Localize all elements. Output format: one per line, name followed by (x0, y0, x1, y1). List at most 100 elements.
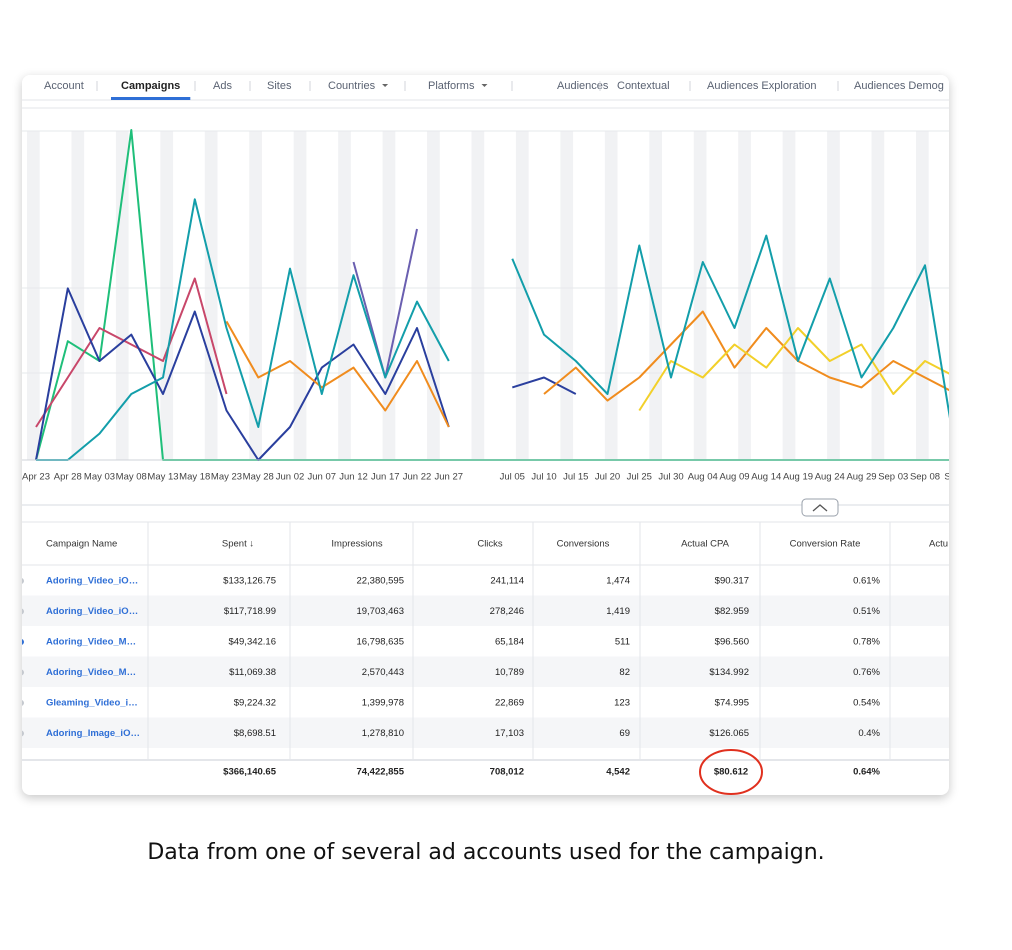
weekend-band (782, 131, 796, 460)
table-cell: 10,789 (495, 667, 524, 678)
table-cell: 1,399,978 (362, 698, 404, 709)
x-tick-label: Jun 22 (403, 472, 432, 483)
row-indicator (22, 730, 24, 737)
table-cell: 69 (619, 728, 630, 739)
tab[interactable]: Audiences (557, 80, 609, 92)
x-tick-label: Jul 15 (563, 472, 588, 483)
column-header: Conversion Rate (790, 539, 861, 550)
active-tab-underline (111, 97, 191, 100)
tab[interactable]: Account (44, 80, 84, 92)
campaign-name-link[interactable]: Adoring_Video_M… (46, 637, 136, 648)
column-header[interactable]: Spent ↓ (222, 539, 254, 550)
table-cell: 16,798,635 (356, 637, 404, 648)
row-indicator (22, 578, 24, 584)
table-cell: 0.76% (853, 667, 880, 678)
tab[interactable]: Sites (267, 80, 292, 92)
table-cell: 2,570,443 (362, 667, 404, 678)
row-indicator (22, 639, 24, 645)
row-background (22, 595, 949, 626)
campaign-name-link[interactable]: Adoring_Image_iO… (46, 728, 140, 739)
collapse-button[interactable] (801, 498, 839, 517)
weekend-band (471, 131, 485, 460)
weekend-band (293, 131, 307, 460)
total-cell: 0.64% (853, 767, 880, 778)
tab[interactable]: Platforms (428, 80, 475, 92)
series-line (35, 277, 228, 428)
weekend-band (738, 131, 751, 460)
total-cell: 74,422,855 (356, 767, 404, 778)
total-cell: $366,140.65 (223, 767, 277, 778)
table-cell: $49,342.16 (228, 637, 276, 648)
table-cell: 19,703,463 (356, 606, 404, 617)
x-tick-label: Jun 12 (339, 472, 368, 483)
series-line (638, 327, 949, 412)
x-tick-label: Jul 30 (658, 472, 683, 483)
row-indicator (22, 700, 24, 706)
x-tick-label: Aug 29 (846, 472, 876, 483)
campaign-name-link[interactable]: Gleaming_Video_i… (46, 698, 138, 709)
x-tick-label: Apr 28 (54, 472, 82, 483)
weekend-band (604, 131, 618, 460)
x-tick-label: Aug 04 (688, 472, 718, 483)
highlight-circle (699, 749, 763, 795)
tab[interactable]: Ads (213, 80, 232, 92)
total-cell: 708,012 (490, 767, 524, 778)
tab[interactable]: Countries (328, 80, 376, 92)
table-cell: $74.995 (715, 698, 749, 709)
weekend-band (427, 131, 440, 460)
weekend-band (916, 131, 929, 460)
campaign-name-link[interactable]: Adoring_Video_M… (46, 667, 136, 678)
table-cell: 511 (615, 637, 630, 648)
tab[interactable]: Audiences Exploration (707, 80, 816, 92)
table-cell: $126.065 (709, 728, 749, 739)
weekend-band (160, 131, 174, 460)
x-tick-label: May 18 (179, 472, 210, 483)
table-cell: 82 (619, 667, 630, 678)
x-tick-label: Aug 14 (751, 472, 781, 483)
x-tick-label: May 13 (147, 472, 178, 483)
table-cell: $11,069.38 (229, 667, 276, 678)
table-cell: $96.560 (715, 637, 749, 648)
table-cell: $117,718.99 (224, 606, 276, 617)
dashboard-card: Apr 23 Apr 28 May 03 May 08 May 13 May 18 May … (22, 75, 949, 795)
caption: Data from one of several ad accounts use… (147, 840, 825, 865)
table-cell: 0.51% (853, 606, 880, 617)
row-indicator (22, 669, 24, 676)
table-cell: 0.78% (853, 637, 880, 648)
column-header: Conversions (557, 539, 610, 550)
series-line (36, 198, 949, 461)
campaign-name-link[interactable]: Adoring_Video_iO… (46, 576, 138, 587)
table-cell: 22,869 (495, 698, 524, 709)
column-header: Clicks (477, 539, 503, 550)
dropdown-caret (481, 84, 488, 87)
x-tick-label: Aug 19 (783, 472, 813, 483)
table-cell: 22,380,595 (356, 576, 404, 587)
x-tick-label: Sep 08 (910, 472, 940, 483)
x-tick-label: Sep 03 (878, 472, 908, 483)
table-cell: 278,246 (490, 606, 524, 617)
dashboard: Apr 23 Apr 28 May 03 May 08 May 13 May 18 May … (22, 75, 949, 795)
tab[interactable]: Contextual (617, 80, 670, 92)
x-tick-label: Jul 25 (627, 472, 652, 483)
table-cell: 1,419 (606, 606, 630, 617)
total-cell-highlighted: $80.612 (714, 767, 748, 778)
x-tick-label: Jul 05 (500, 472, 525, 483)
table-cell: 17,103 (495, 728, 524, 739)
row-background (22, 717, 949, 748)
weekend-band (27, 131, 40, 460)
weekend-band (515, 131, 529, 460)
x-tick-label: Jun 07 (307, 472, 336, 483)
weekend-band (204, 131, 218, 460)
x-tick-label: May 03 (84, 472, 115, 483)
tab[interactable]: Campaigns (121, 80, 180, 92)
total-cell: 4,542 (606, 767, 630, 778)
table-cell: 65,184 (495, 637, 524, 648)
weekend-band (560, 131, 574, 460)
weekend-band (71, 131, 85, 460)
table-cell: 0.54% (853, 698, 880, 709)
campaign-name-link[interactable]: Adoring_Video_iO… (46, 606, 138, 617)
x-tick-label: Aug 24 (815, 472, 845, 483)
row-indicator (22, 608, 24, 615)
column-header: Actu (929, 539, 948, 550)
tab[interactable]: Audiences Demog (854, 80, 944, 92)
